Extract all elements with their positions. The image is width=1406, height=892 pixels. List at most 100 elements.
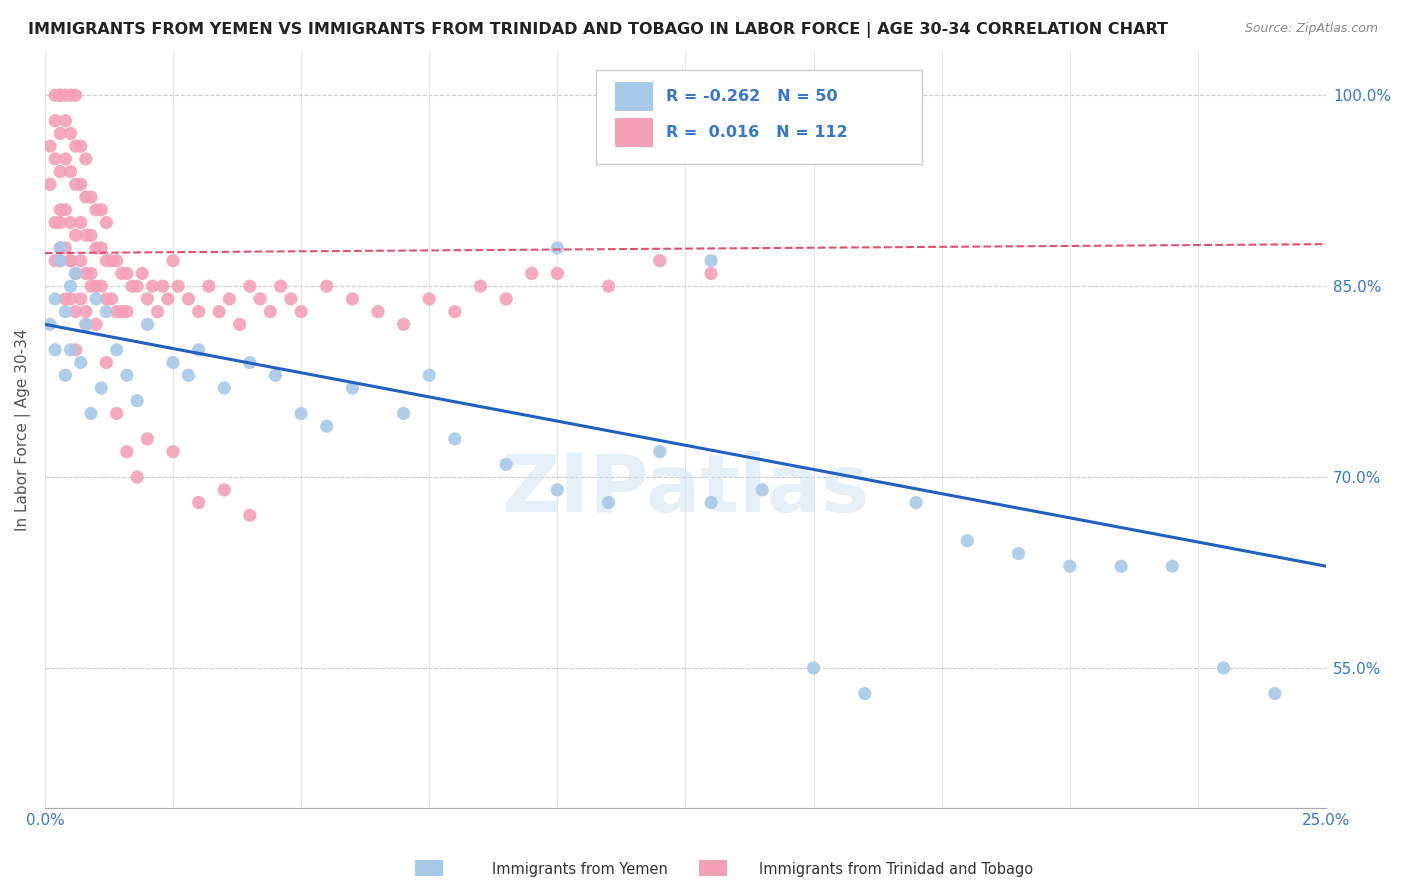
Point [49,88,72,103]
Point [105,253,128,268]
Point [444,432,467,446]
Point [228,318,250,332]
Point [69,253,91,268]
Point [59,253,82,268]
Point [280,292,302,306]
Point [259,304,281,318]
Point [75,267,97,281]
Point [1109,559,1132,574]
Point [136,292,159,306]
Point [105,407,128,421]
Point [65,267,87,281]
Point [239,508,262,523]
Point [177,292,200,306]
Point [65,139,87,153]
Point [75,304,97,318]
Point [141,279,163,293]
Point [75,228,97,243]
Point [212,483,235,497]
Point [115,444,138,458]
Point [49,164,72,178]
Point [1264,686,1286,700]
Point [49,88,72,103]
Text: Source: ZipAtlas.com: Source: ZipAtlas.com [1244,22,1378,36]
Point [100,292,122,306]
Point [65,228,87,243]
Point [39,178,62,192]
Point [84,241,107,255]
Text: ZIPatlas: ZIPatlas [502,451,869,529]
Text: Immigrants from Trinidad and Tobago: Immigrants from Trinidad and Tobago [759,863,1033,877]
Point [59,279,82,293]
Point [100,253,122,268]
Point [65,343,87,357]
Point [44,253,66,268]
Point [84,202,107,217]
Point [69,355,91,369]
Point [121,279,143,293]
Point [39,139,62,153]
Point [75,152,97,166]
Point [55,292,77,306]
FancyBboxPatch shape [614,118,654,147]
Point [90,279,112,293]
Point [648,253,671,268]
Point [49,241,72,255]
Point [177,368,200,383]
Point [65,304,87,318]
Point [136,318,159,332]
Point [59,127,82,141]
Point [290,407,312,421]
Point [198,279,221,293]
Point [418,368,440,383]
Point [162,444,184,458]
Point [700,495,723,509]
Point [84,318,107,332]
Point [65,267,87,281]
Point [187,495,209,509]
Point [956,533,979,548]
Point [853,686,876,700]
Point [44,113,66,128]
Point [111,267,134,281]
Point [162,355,184,369]
Point [90,381,112,395]
Point [84,292,107,306]
Point [905,495,928,509]
Point [546,267,568,281]
Point [96,292,118,306]
Point [75,190,97,204]
Point [111,304,134,318]
Point [80,407,103,421]
Point [59,253,82,268]
Point [136,432,159,446]
Text: Immigrants from Yemen: Immigrants from Yemen [492,863,668,877]
Point [127,470,149,484]
Point [44,88,66,103]
Point [187,343,209,357]
Point [115,304,138,318]
Point [444,304,467,318]
Point [49,253,72,268]
Point [80,267,103,281]
Point [146,304,169,318]
Point [290,304,312,318]
Point [39,318,62,332]
Point [495,458,517,472]
Point [418,292,440,306]
FancyBboxPatch shape [596,70,922,164]
Point [44,152,66,166]
Text: R =  0.016   N = 112: R = 0.016 N = 112 [666,125,848,140]
Point [803,661,825,675]
Y-axis label: In Labor Force | Age 30-34: In Labor Force | Age 30-34 [15,328,31,531]
Point [55,113,77,128]
Point [1161,559,1184,574]
Point [208,304,231,318]
Text: R = -0.262   N = 50: R = -0.262 N = 50 [666,89,838,104]
Point [69,292,91,306]
Point [218,292,240,306]
Point [59,215,82,229]
FancyBboxPatch shape [614,82,654,112]
Point [80,279,103,293]
Point [96,253,118,268]
